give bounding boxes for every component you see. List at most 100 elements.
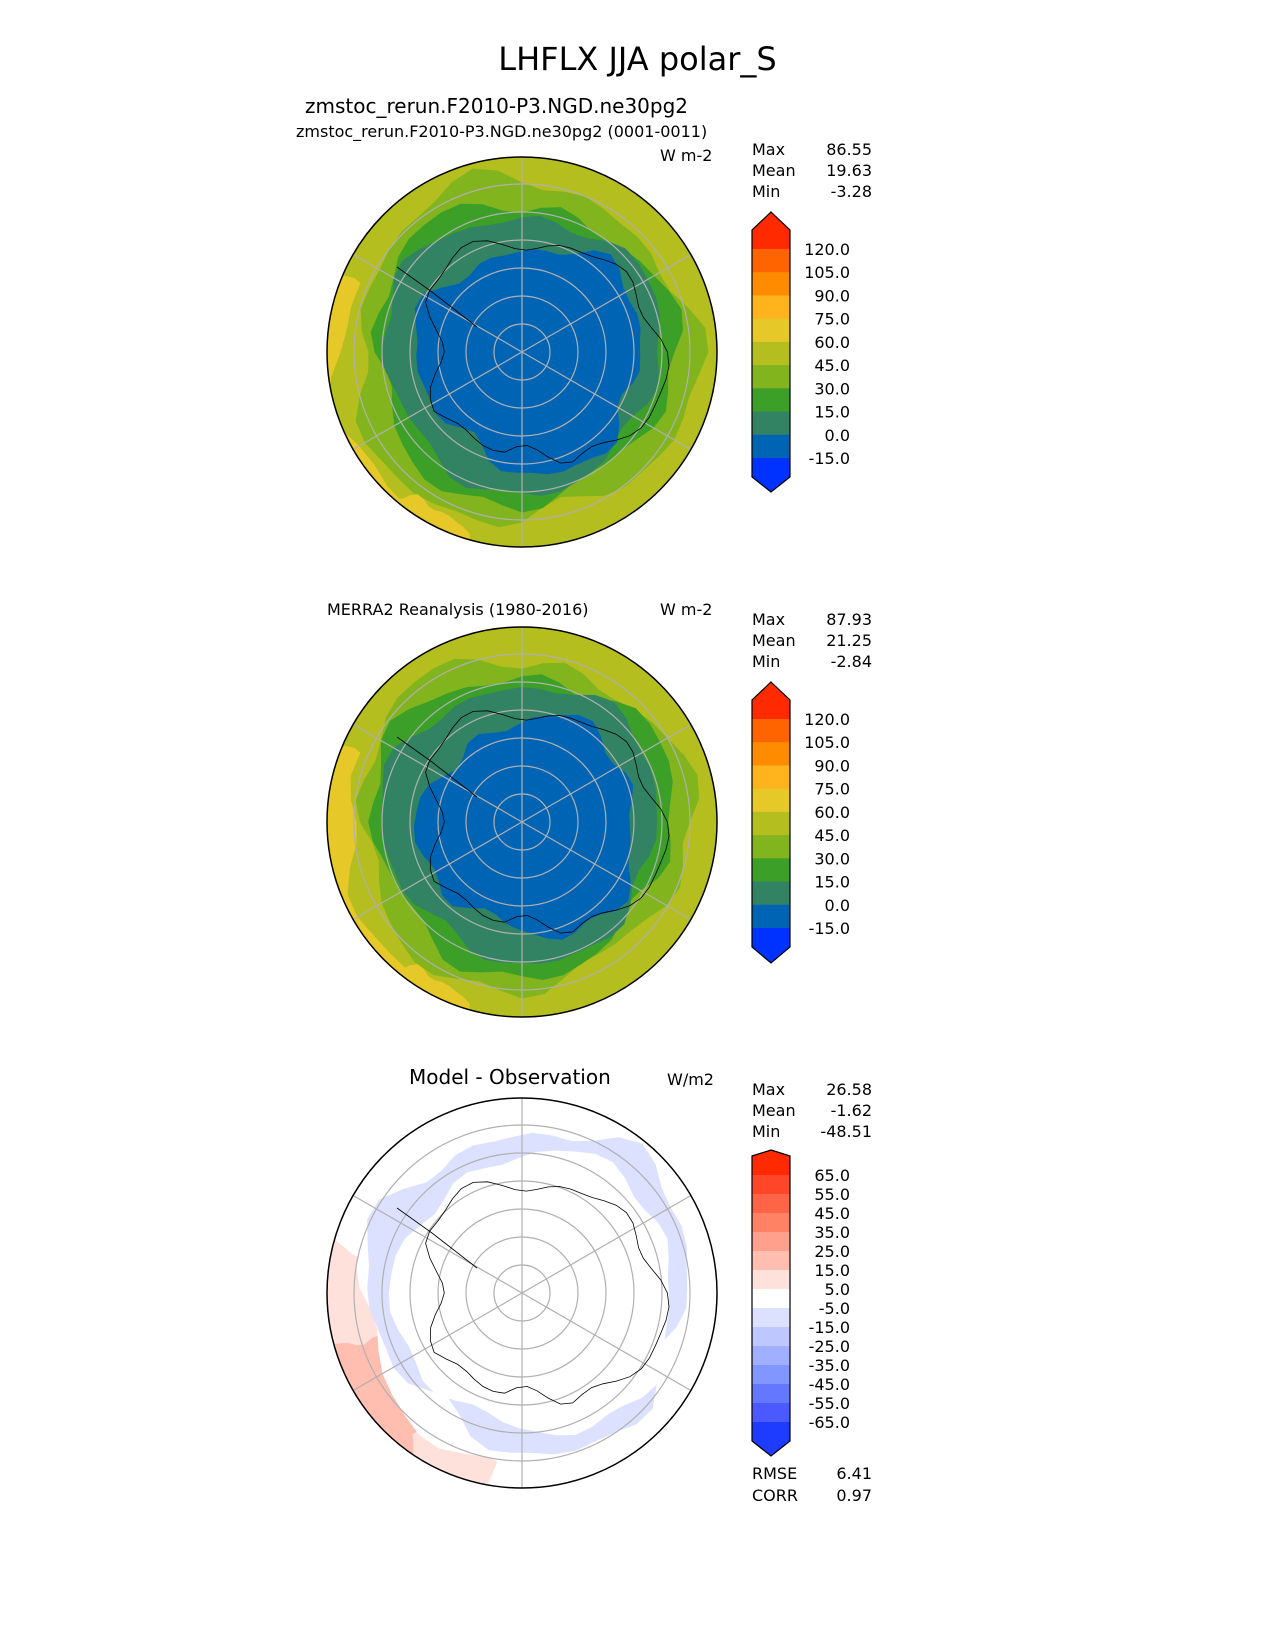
colorbar-band <box>752 719 790 743</box>
colorbar-band <box>752 881 790 906</box>
colorbar-band <box>752 1251 790 1271</box>
panel1-title: zmstoc_rerun.F2010-P3.NGD.ne30pg2 <box>305 94 689 118</box>
stat-max-value: 87.93 <box>826 610 872 629</box>
colorbar-band <box>752 1213 790 1233</box>
stat-mean-label: Mean <box>752 161 796 180</box>
colorbar-band <box>752 1346 790 1366</box>
colorbar-3: 65.055.045.035.025.015.05.0-5.0-15.0-25.… <box>751 1149 850 1457</box>
colorbar-band <box>752 249 790 273</box>
antarctic-peninsula-coastline <box>396 736 478 798</box>
panel2-title: MERRA2 Reanalysis (1980-2016) <box>327 600 589 619</box>
colorbar-outline <box>751 1149 791 1457</box>
colorbar-band <box>752 1365 790 1385</box>
map-boundary <box>326 1097 718 1489</box>
colorbar-band <box>752 1175 790 1195</box>
colorbar-tick-label: 35.0 <box>814 1223 850 1242</box>
panel3-units: W/m2 <box>667 1070 714 1089</box>
stat-min-label: Min <box>752 1122 781 1141</box>
colorbar-band <box>752 272 790 296</box>
colorbar-tick-label: 60.0 <box>814 333 850 352</box>
colorbar-tick-label: -35.0 <box>809 1356 850 1375</box>
colorbar-tick-label: 55.0 <box>814 1185 850 1204</box>
rmse-label: RMSE <box>752 1464 798 1483</box>
colorbar-tick-label: 45.0 <box>814 1204 850 1223</box>
antarctic-peninsula-coastline <box>396 266 478 328</box>
colorbar-band <box>752 835 790 859</box>
colorbar-extend-min <box>752 1422 790 1456</box>
corr-value: 0.97 <box>836 1486 872 1505</box>
colorbar-band <box>752 1384 790 1404</box>
figure-title: LHFLX JJA polar_S <box>498 40 777 78</box>
panel3-title: Model - Observation <box>409 1065 611 1089</box>
colorbar-tick-label: 90.0 <box>814 756 850 775</box>
stat-mean-label: Mean <box>752 631 796 650</box>
rmse-value: 6.41 <box>836 1464 872 1483</box>
stat-max-label: Max <box>752 1080 786 1099</box>
colorbar-tick-label: -55.0 <box>809 1394 850 1413</box>
stat-max-value: 86.55 <box>826 140 872 159</box>
colorbar-tick-label: 120.0 <box>804 710 850 729</box>
colorbar-extend-max <box>752 682 790 719</box>
panel2-units: W m-2 <box>660 600 713 619</box>
colorbar-tick-label: 105.0 <box>804 733 850 752</box>
colorbar-band <box>752 1232 790 1252</box>
stat-min-label: Min <box>752 182 781 201</box>
stat-min-value: -2.84 <box>830 652 872 671</box>
colorbar-tick-label: -5.0 <box>819 1299 850 1318</box>
colorbar-band <box>752 365 790 389</box>
colorbar-band <box>752 434 790 459</box>
stat-min-value: -3.28 <box>830 182 872 201</box>
colorbar-band <box>752 1270 790 1290</box>
colorbar-extend-max <box>752 212 790 249</box>
colorbar-tick-label: -45.0 <box>809 1375 850 1394</box>
colorbar-tick-label: 30.0 <box>814 849 850 868</box>
colorbar-tick-label: 0.0 <box>825 426 850 445</box>
stat-max-label: Max <box>752 140 786 159</box>
corr-label: CORR <box>752 1486 798 1505</box>
map-boundary <box>326 156 718 548</box>
colorbar-band <box>752 411 790 436</box>
colorbar-tick-label: -15.0 <box>809 449 850 468</box>
longitude-gridline <box>352 821 523 921</box>
stat-mean-label: Mean <box>752 1101 796 1120</box>
colorbar-tick-label: 15.0 <box>814 403 850 422</box>
longitude-gridline <box>352 253 523 353</box>
map-boundary <box>326 626 718 1018</box>
colorbar-band <box>752 341 790 366</box>
longitude-gridline <box>352 1292 523 1392</box>
longitude-gridline <box>352 723 523 823</box>
colorbar-outline <box>751 681 791 964</box>
colorbar-band <box>752 858 790 883</box>
longitude-gridline <box>521 723 692 823</box>
colorbar-tick-label: 25.0 <box>814 1242 850 1261</box>
stat-mean-value: -1.62 <box>830 1101 872 1120</box>
stat-min-label: Min <box>752 652 781 671</box>
stat-mean-value: 19.63 <box>826 161 872 180</box>
longitude-gridline <box>521 821 692 921</box>
colorbar-band <box>752 788 790 813</box>
colorbar-band <box>752 904 790 929</box>
stat-max-value: 26.58 <box>826 1080 872 1099</box>
longitude-gridline <box>521 253 692 353</box>
colorbar-2: 120.0 105.0 90.0 75.0 60.0 45.0 30.0 15.0 0.0 -15… <box>751 681 850 964</box>
colorbar-band <box>752 1289 790 1309</box>
panel1-subtitle: zmstoc_rerun.F2010-P3.NGD.ne30pg2 (0001-… <box>296 122 708 141</box>
longitude-gridline <box>352 351 523 451</box>
colorbar-tick-label: 15.0 <box>814 1261 850 1280</box>
colorbar-tick-label: 90.0 <box>814 286 850 305</box>
colorbar-tick-label: 105.0 <box>804 263 850 282</box>
stat-max-label: Max <box>752 610 786 629</box>
colorbar-band <box>752 1308 790 1328</box>
colorbar-tick-label: 30.0 <box>814 379 850 398</box>
colorbar-tick-label: 45.0 <box>814 356 850 375</box>
longitude-gridline <box>521 1292 692 1392</box>
colorbar-extend-max <box>752 1150 790 1175</box>
longitude-gridline <box>352 1194 523 1294</box>
stat-min-value: -48.51 <box>820 1122 872 1141</box>
colorbar-band <box>752 1403 790 1423</box>
polar-map-1 <box>326 156 718 548</box>
colorbar-tick-label: 65.0 <box>814 1166 850 1185</box>
antarctica-coastline <box>425 710 670 934</box>
